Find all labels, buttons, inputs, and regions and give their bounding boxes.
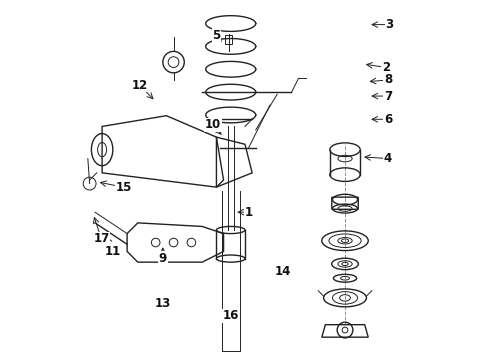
Text: 5: 5 (212, 29, 220, 42)
Text: 9: 9 (159, 252, 167, 265)
Bar (225, 35, 232, 44)
Text: 1: 1 (245, 206, 253, 219)
Text: 17: 17 (93, 233, 110, 246)
Text: 2: 2 (382, 61, 390, 74)
Text: 8: 8 (384, 73, 392, 86)
Text: 6: 6 (384, 113, 392, 126)
Text: 13: 13 (155, 297, 171, 310)
Text: 15: 15 (115, 181, 132, 194)
Text: 16: 16 (222, 309, 239, 322)
Text: 14: 14 (274, 265, 291, 278)
Text: 12: 12 (131, 79, 148, 92)
Text: 10: 10 (205, 118, 221, 131)
Text: 7: 7 (384, 90, 392, 103)
Text: 3: 3 (386, 18, 394, 31)
Text: 11: 11 (105, 245, 121, 258)
Text: 4: 4 (384, 152, 392, 165)
